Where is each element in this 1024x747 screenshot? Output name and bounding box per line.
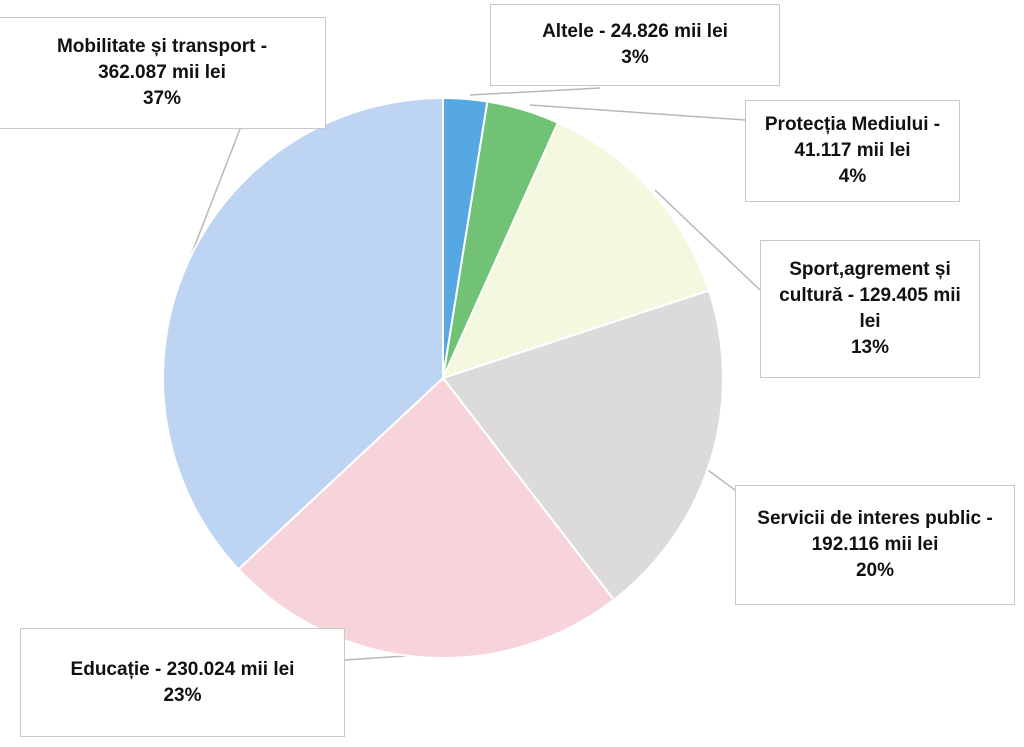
slice-label: Sport,agrement și cultură - 129.405 mii … xyxy=(779,259,961,332)
data-label-servicii: Servicii de interes public - 192.116 mii… xyxy=(735,485,1015,605)
slice-percent: 23% xyxy=(163,684,202,706)
data-label-sport: Sport,agrement și cultură - 129.405 mii … xyxy=(760,240,980,378)
slice-label: Servicii de interes public - 192.116 mii… xyxy=(757,508,993,555)
slice-label: Educație - 230.024 mii lei xyxy=(70,658,295,680)
pie-slice-2 xyxy=(441,121,711,380)
leader-line xyxy=(654,189,761,291)
leader-line xyxy=(189,128,241,259)
slice-percent: 37% xyxy=(142,88,182,109)
pie-slice-4 xyxy=(237,376,616,659)
slice-percent: 3% xyxy=(621,47,649,68)
leader-line xyxy=(529,104,746,121)
slice-label: Protecția Mediului - 41.117 mii lei xyxy=(764,114,941,161)
pie-slice-3 xyxy=(441,289,724,602)
data-label-protectia-mediului: Protecția Mediului - 41.117 mii lei 4% xyxy=(745,100,960,202)
data-label-educatie: Educație - 230.024 mii lei 23% xyxy=(20,628,345,737)
pie-slice-5 xyxy=(162,96,444,571)
data-label-mobilitate: Mobilitate și transport - 362.087 mii le… xyxy=(0,17,326,129)
slice-label: Altele - 24.826 mii lei xyxy=(542,21,728,42)
slice-percent: 13% xyxy=(850,337,890,358)
data-label-altele: Altele - 24.826 mii lei 3% xyxy=(490,4,780,86)
leader-line xyxy=(704,467,736,491)
slice-percent: 20% xyxy=(855,560,895,581)
slice-label: Mobilitate și transport - 362.087 mii le… xyxy=(56,36,268,83)
leader-line xyxy=(469,87,601,96)
slice-percent: 4% xyxy=(838,166,867,187)
